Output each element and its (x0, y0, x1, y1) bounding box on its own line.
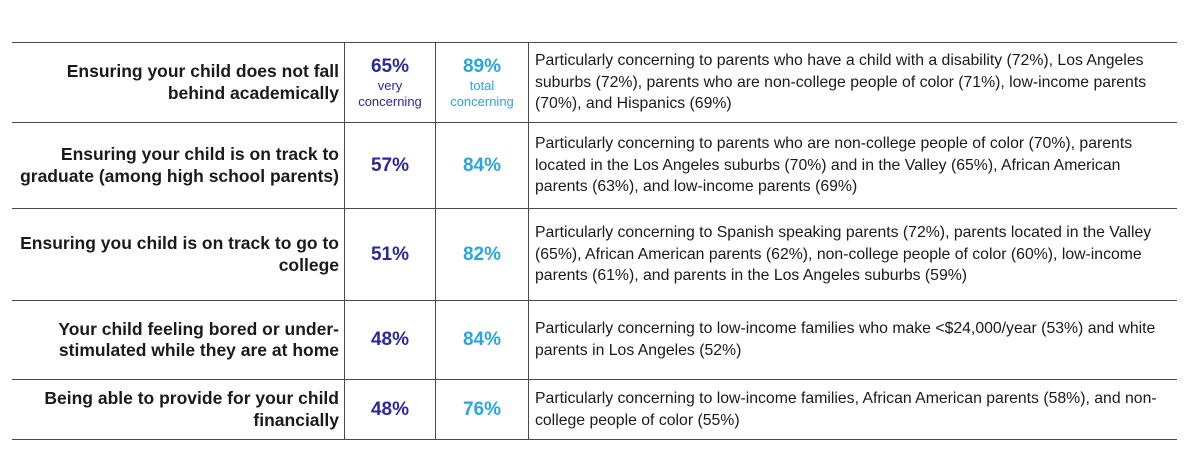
total-concerning-value: 84% (462, 329, 502, 350)
total-concerning-caption: total concerning (450, 77, 514, 109)
detail-span: Particularly concerning to parents who h… (535, 51, 1147, 113)
table-row: Ensuring you child is on track to go to … (12, 208, 1177, 300)
very-concerning-value: 48% (370, 329, 410, 350)
detail-span: Particularly concerning to parents who a… (535, 134, 1133, 196)
detail-text: Particularly concerning to Spanish speak… (529, 209, 1177, 300)
concern-label: Your child feeling bored or under-stimul… (12, 301, 345, 379)
concern-label: Being able to provide for your child fin… (12, 380, 345, 439)
very-concerning-cell: 48% (345, 301, 436, 379)
detail-text: Particularly concerning to parents who h… (529, 43, 1177, 122)
very-concerning-cell: 48% (345, 380, 436, 439)
very-concerning-value: 57% (370, 154, 410, 176)
concerns-table: Ensuring your child does not fall behind… (12, 42, 1177, 440)
very-concerning-value: 65% (370, 55, 410, 77)
detail-text: Particularly concerning to low-income fa… (529, 301, 1177, 379)
very-concerning-value: 48% (370, 398, 410, 420)
concern-label: Ensuring your child is on track to gradu… (12, 123, 345, 208)
total-concerning-cell: 84% (436, 123, 529, 208)
detail-text: Particularly concerning to parents who a… (529, 123, 1177, 208)
table-row: Ensuring your child is on track to gradu… (12, 122, 1177, 208)
very-concerning-cell: 65% very concerning (345, 43, 436, 122)
table-row: Your child feeling bored or under-stimul… (12, 300, 1177, 379)
total-concerning-value: 76% (462, 398, 502, 420)
total-concerning-value: 82% (462, 243, 502, 265)
total-concerning-value: 89% (462, 55, 502, 77)
table-row: Ensuring your child does not fall behind… (12, 42, 1177, 122)
very-concerning-value: 51% (370, 243, 410, 265)
detail-span: Particularly concerning to low-income fa… (535, 320, 1156, 359)
very-concerning-caption: very concerning (358, 77, 422, 109)
very-concerning-cell: 51% (345, 209, 436, 300)
concern-label: Ensuring your child does not fall behind… (12, 43, 345, 122)
total-concerning-cell: 84% (436, 301, 529, 379)
very-concerning-cell: 57% (345, 123, 436, 208)
detail-span: Particularly concerning to Spanish speak… (535, 223, 1152, 285)
table-row: Being able to provide for your child fin… (12, 379, 1177, 440)
total-concerning-cell: 89% total concerning (436, 43, 529, 122)
total-concerning-value: 84% (462, 154, 502, 176)
total-concerning-cell: 82% (436, 209, 529, 300)
concern-label: Ensuring you child is on track to go to … (12, 209, 345, 300)
total-concerning-cell: 76% (436, 380, 529, 439)
detail-text: Particularly concerning to low-income fa… (529, 380, 1177, 439)
detail-span: Particularly concerning to low-income fa… (535, 389, 1157, 429)
